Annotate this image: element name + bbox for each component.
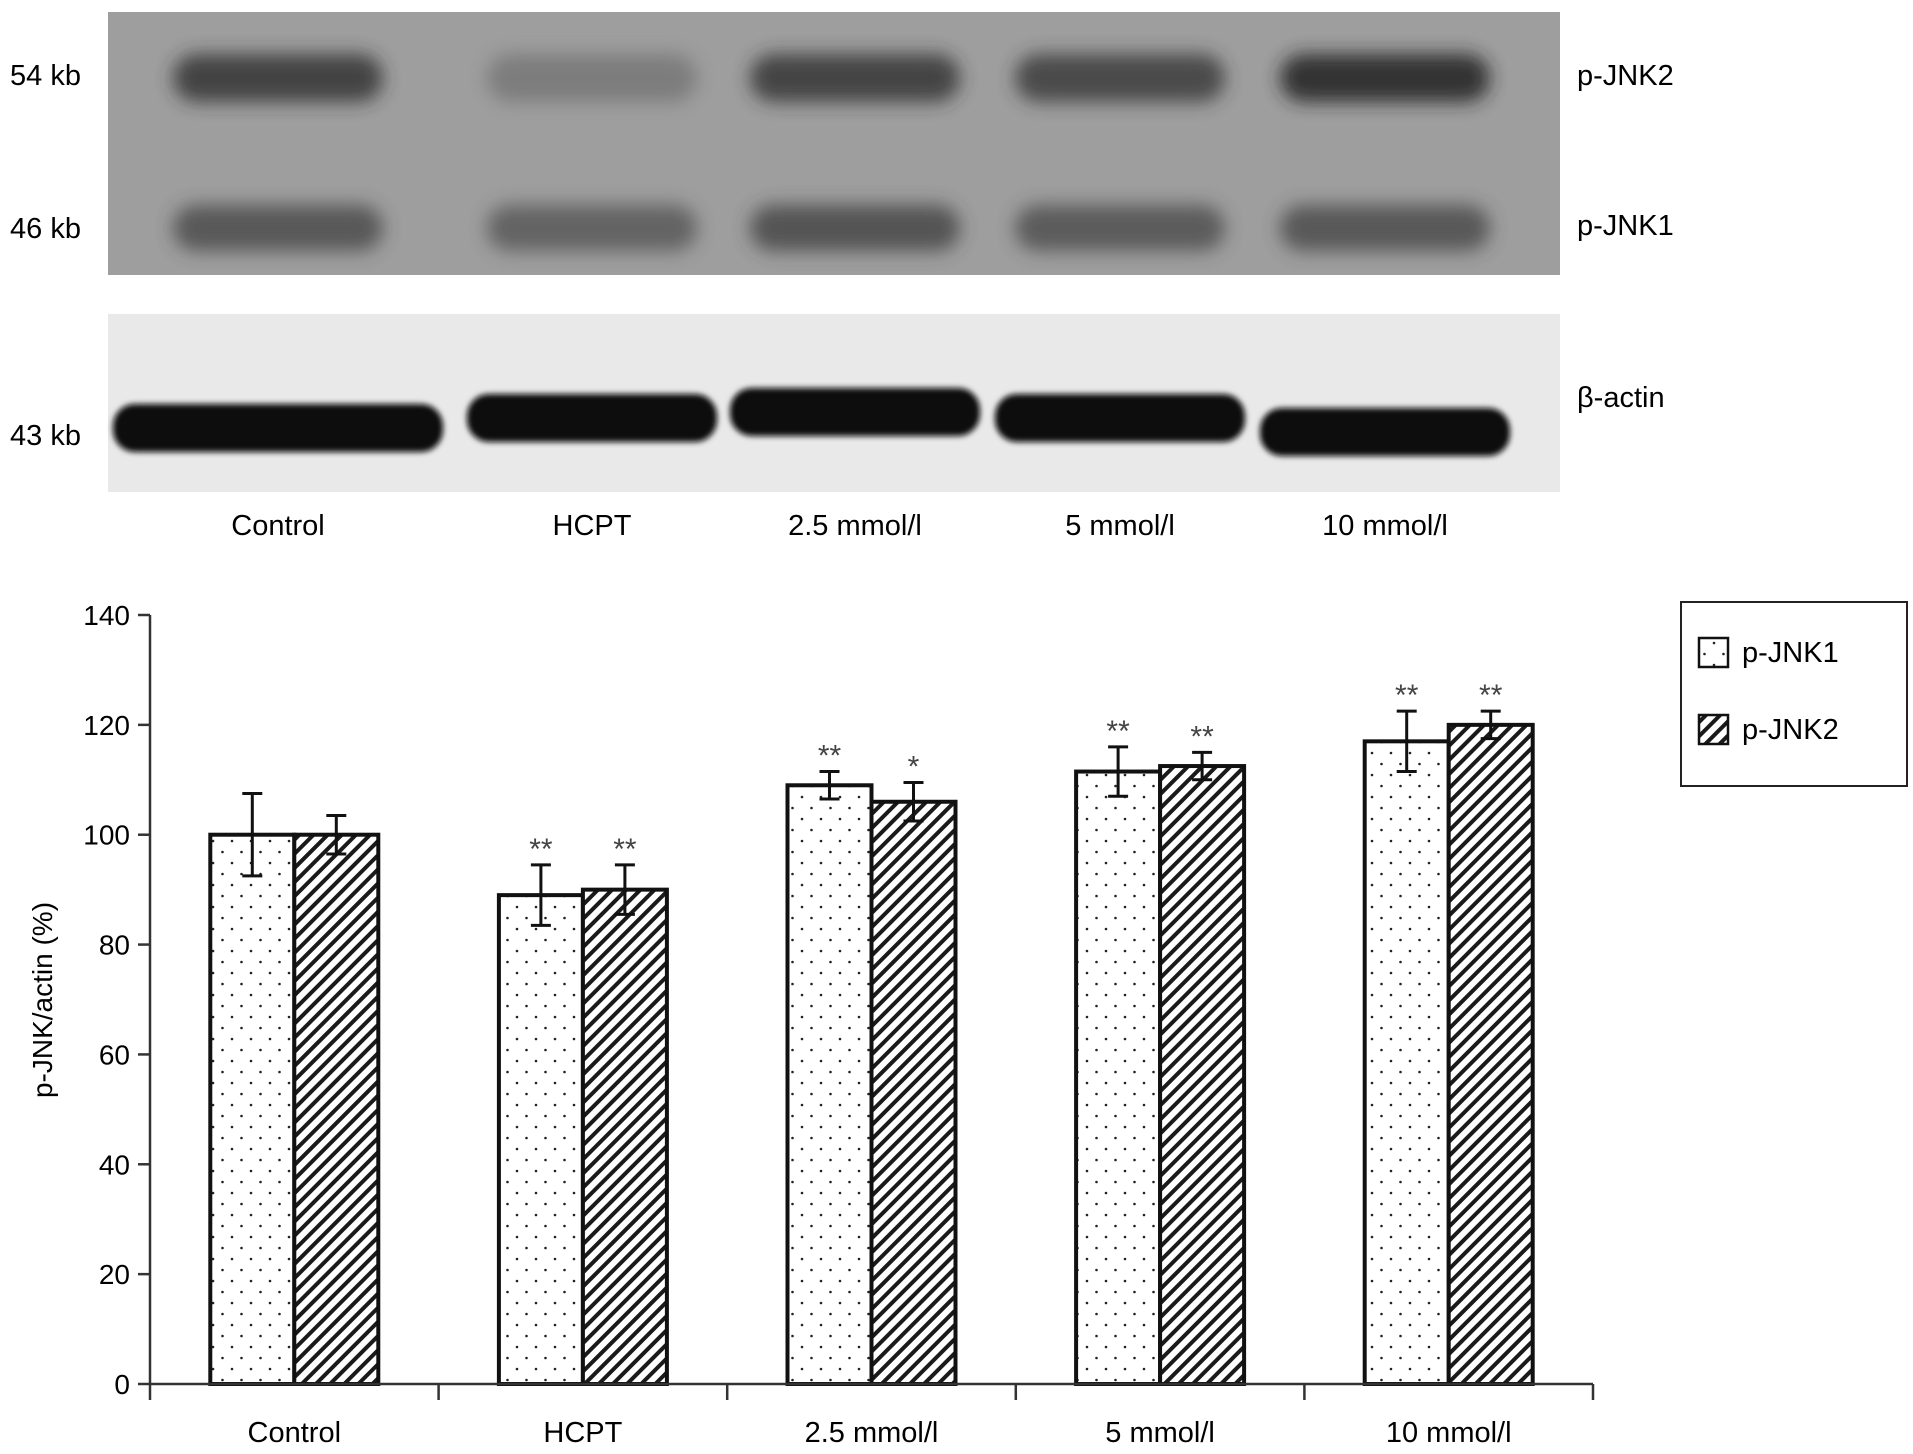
legend-label-pjnk1: p-JNK1 [1742, 637, 1839, 669]
x-tick-label-hcpt: HCPT [543, 1417, 622, 1449]
error-bar-p-jnk1-control [242, 792, 263, 878]
significance-p-jnk1-2-5: ** [818, 740, 842, 773]
y-tick-label-80: 80 [99, 930, 130, 961]
y-tick-label-60: 60 [99, 1039, 130, 1070]
pjnk1-band-2 [487, 205, 697, 251]
western-blot-panel: 54 kb 46 kb 43 kb p-JNK2 p-JNK1 β-actin … [10, 12, 1674, 542]
label-pjnk2: p-JNK2 [1577, 60, 1674, 92]
error-bar-p-jnk2-hcpt [614, 863, 635, 916]
significance-p-jnk1-10: ** [1395, 679, 1419, 712]
label-pjnk1: p-JNK1 [1577, 210, 1674, 242]
legend-swatch-pjnk1 [1697, 636, 1730, 669]
y-tick-label-100: 100 [83, 820, 130, 851]
blot-lane-label-10: 10 mmol/l [1322, 510, 1448, 542]
marker-46kb: 46 kb [10, 213, 81, 245]
legend-swatch-pjnk2 [1697, 713, 1730, 746]
pjnk1-band-4 [1015, 205, 1225, 251]
error-bar-p-jnk2-5 [1192, 750, 1213, 782]
blot-lane-label-hcpt: HCPT [553, 510, 632, 542]
error-bar-p-jnk2-2-5 [903, 781, 924, 823]
bar-p-jnk1-10 [1362, 739, 1451, 1386]
pjnk2-band-5 [1280, 54, 1490, 102]
x-tick-label-10: 10 mmol/l [1386, 1417, 1512, 1449]
blot-lane-label-2-5: 2.5 mmol/l [788, 510, 922, 542]
actin-band-2 [467, 394, 717, 442]
significance-p-jnk2-5: ** [1190, 720, 1214, 753]
bar-p-jnk2-2-5 [869, 799, 958, 1386]
y-tick-label-40: 40 [99, 1149, 130, 1180]
blot-lane-label-control: Control [231, 510, 325, 542]
significance-p-jnk2-2-5: * [908, 751, 920, 784]
y-axis-label: p-JNK/actin (%) [27, 902, 58, 1098]
significance-p-jnk1-5: ** [1106, 715, 1130, 748]
marker-43kb: 43 kb [10, 420, 81, 452]
pjnk2-band-4 [1015, 54, 1225, 102]
significance-p-jnk2-10: ** [1479, 679, 1503, 712]
bar-p-jnk1-2-5 [785, 783, 874, 1386]
label-beta-actin: β-actin [1577, 382, 1665, 414]
legend-label-pjnk2: p-JNK2 [1742, 714, 1839, 746]
pjnk2-band-2 [487, 54, 697, 102]
x-tick-label-control: Control [248, 1417, 342, 1449]
x-axis-ticks: Control HCPT 2.5 mmol/l 5 mmol/l 10 mmol/l [148, 1384, 1595, 1449]
pjnk1-band-3 [750, 205, 960, 251]
bar-p-jnk2-10 [1446, 722, 1535, 1386]
bar-p-jnk1-hcpt [496, 893, 585, 1387]
significance-group: *************** [529, 679, 1502, 866]
significance-p-jnk2-hcpt: ** [613, 833, 637, 866]
bar-p-jnk2-control [292, 832, 381, 1386]
legend-box [1680, 601, 1908, 787]
blot-lane-label-5: 5 mmol/l [1065, 510, 1175, 542]
y-tick-label-0: 0 [114, 1369, 130, 1400]
error-bar-p-jnk2-control [326, 813, 347, 856]
pjnk1-band-1 [173, 205, 383, 251]
significance-p-jnk1-hcpt: ** [529, 833, 553, 866]
error-bar-p-jnk2-10 [1480, 709, 1501, 741]
actin-band-4 [995, 394, 1245, 442]
x-tick-label-2-5: 2.5 mmol/l [805, 1417, 939, 1449]
bar-p-jnk2-5 [1158, 764, 1247, 1386]
actin-band-1 [113, 404, 443, 452]
error-bar-group [242, 709, 1501, 927]
y-tick-label-20: 20 [99, 1259, 130, 1290]
bar-p-jnk1-5 [1074, 769, 1163, 1386]
y-axis-ticks: 0 20 40 60 80 100 120 140 [83, 600, 150, 1400]
pjnk2-band-row [173, 54, 1490, 102]
x-tick-label-5: 5 mmol/l [1105, 1417, 1215, 1449]
pjnk1-band-row [173, 205, 1490, 251]
bar-p-jnk2-hcpt [580, 887, 669, 1387]
pjnk2-band-3 [750, 54, 960, 102]
error-bar-p-jnk1-5 [1108, 745, 1129, 798]
y-tick-label-140: 140 [83, 600, 130, 631]
pjnk1-band-5 [1280, 205, 1490, 251]
y-tick-label-120: 120 [83, 710, 130, 741]
error-bar-p-jnk1-2-5 [819, 770, 840, 801]
actin-band-row [113, 388, 1510, 456]
bar-group [208, 722, 1535, 1387]
error-bar-p-jnk1-hcpt [530, 863, 551, 927]
bar-p-jnk1-control [208, 832, 297, 1386]
marker-54kb: 54 kb [10, 60, 81, 92]
legend: p-JNK1 p-JNK2 [1680, 601, 1908, 787]
actin-band-3 [730, 388, 980, 436]
error-bar-p-jnk1-10 [1396, 709, 1417, 774]
actin-band-5 [1260, 408, 1510, 456]
pjnk2-band-1 [173, 54, 383, 102]
